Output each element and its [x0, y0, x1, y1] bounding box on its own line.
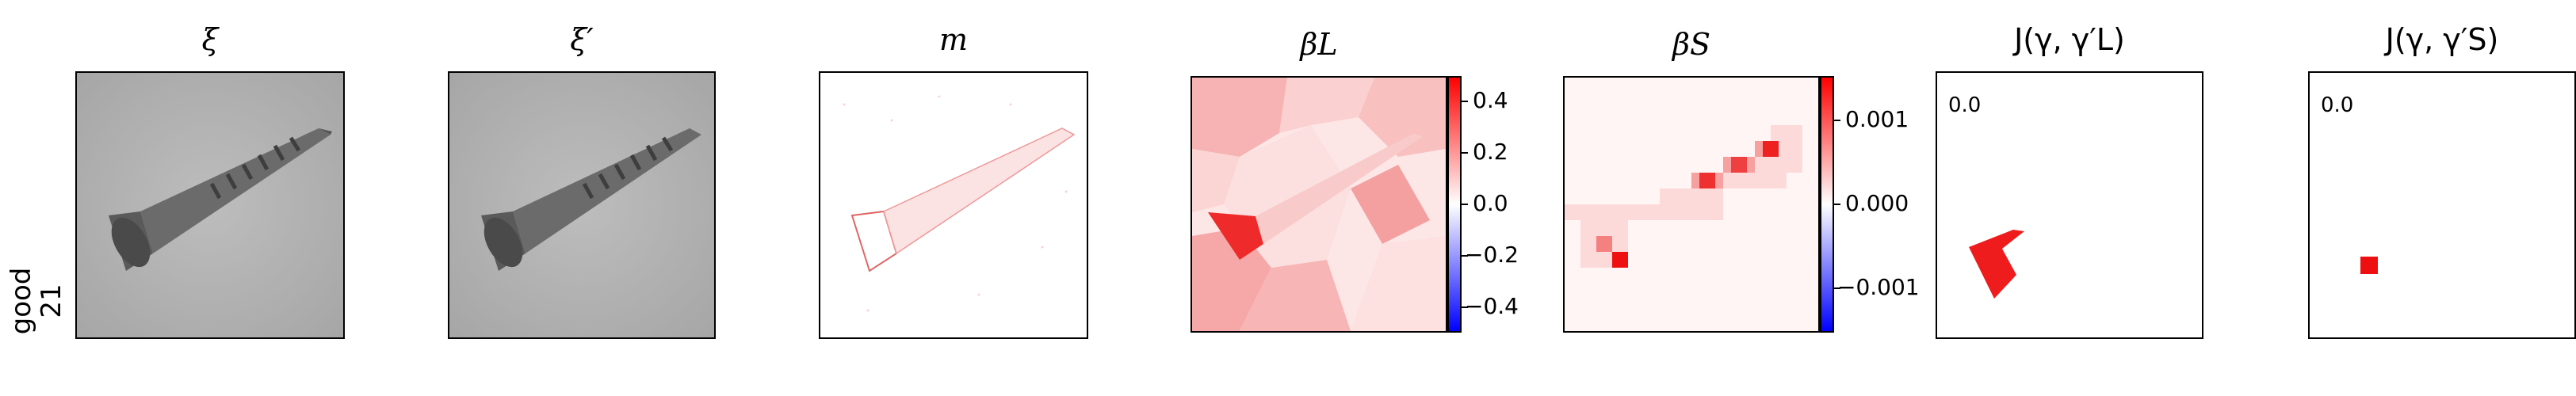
value-j-l: 0.0 — [1948, 93, 1982, 117]
tick-beta-l-2: 0.2 — [1473, 139, 1508, 165]
tick-beta-l-5: −0.4 — [1465, 293, 1519, 319]
panel-title-j-l: J(γ, γ′L) — [2014, 22, 2125, 57]
image-xi — [75, 71, 345, 339]
heatmap-beta-s — [1563, 76, 1820, 333]
j-s-region — [2360, 257, 2378, 274]
image-xi-prime — [448, 71, 716, 339]
screw-image-xi — [77, 73, 343, 337]
tick-beta-l-3: 0.0 — [1473, 190, 1508, 216]
tick-beta-s-1: 0.001 — [1845, 106, 1909, 132]
tick-beta-l-1: 0.4 — [1473, 87, 1508, 113]
mask-image-m — [820, 73, 1087, 337]
panel-title-beta-l: βL — [1300, 27, 1338, 62]
panel-title-j-s: J(γ, γ′S) — [2385, 22, 2499, 57]
heatmap-beta-l — [1191, 76, 1447, 333]
value-j-s: 0.0 — [2321, 93, 2354, 117]
panel-title-beta-s: βS — [1672, 27, 1710, 62]
j-l-region — [1969, 230, 2024, 299]
panel-title-xi: ξ — [201, 22, 219, 57]
tick-beta-s-3: −0.001 — [1837, 274, 1920, 300]
colorbar-beta-l — [1447, 76, 1462, 333]
beta-s-patches — [1565, 78, 1818, 331]
image-m — [819, 71, 1088, 339]
screw-image-xi-prime — [449, 73, 714, 337]
mask-j-s: 0.0 — [2308, 71, 2576, 339]
row-label-index: 21 — [36, 284, 67, 318]
panel-title-m: m — [938, 22, 969, 57]
colorbar-beta-s — [1820, 76, 1834, 333]
row-label: good 21 — [6, 265, 67, 337]
tick-beta-s-2: 0.000 — [1845, 190, 1909, 216]
tick-beta-l-4: −0.2 — [1465, 242, 1519, 268]
panel-title-xi-prime: ξ′ — [570, 22, 594, 57]
mask-j-l: 0.0 — [1936, 71, 2203, 339]
beta-l-superpixels — [1192, 78, 1446, 331]
row-label-class: good — [6, 267, 37, 335]
